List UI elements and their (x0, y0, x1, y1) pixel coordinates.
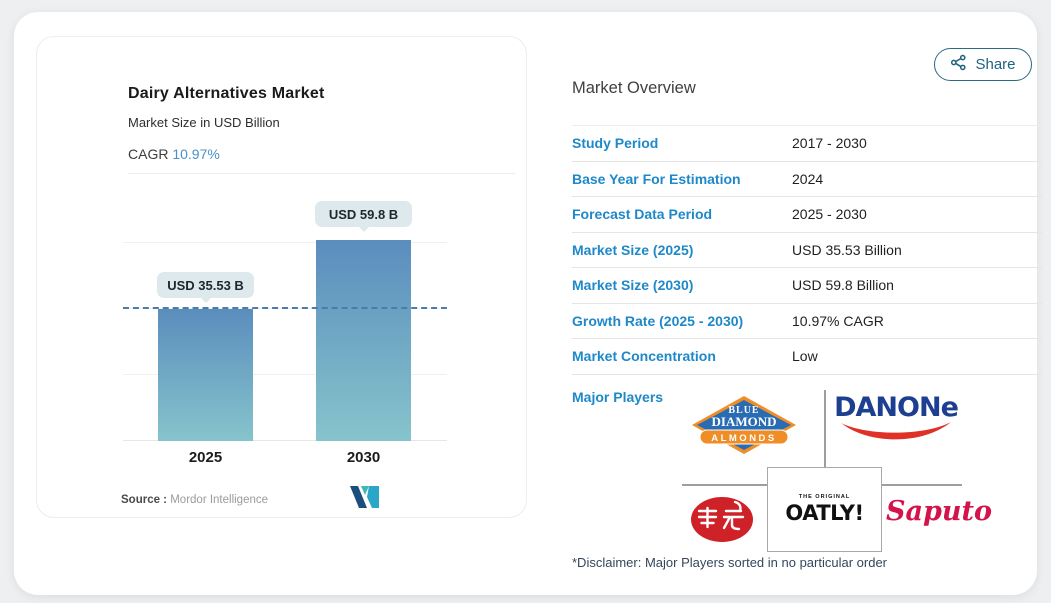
source-name: Mordor Intelligence (170, 494, 269, 506)
row-value-forecast-period: 2025 - 2030 (792, 206, 867, 223)
row-label-study-period[interactable]: Study Period (572, 135, 659, 152)
table-row: Study Period 2017 - 2030 (572, 126, 1042, 162)
row-label-market-concentration[interactable]: Market Concentration (572, 348, 716, 365)
row-label-market-size-2025[interactable]: Market Size (2025) (572, 241, 694, 258)
divider (824, 390, 826, 467)
danone-logo: DANONe (832, 394, 960, 450)
overview-table: Study Period 2017 - 2030 Base Year For E… (572, 125, 1042, 375)
blue-diamond-almonds-logo: BLUE DIAMOND ALMONDS (691, 395, 797, 460)
row-label-forecast-period[interactable]: Forecast Data Period (572, 206, 713, 223)
table-row: Base Year For Estimation 2024 (572, 162, 1042, 197)
row-label-market-size-2030[interactable]: Market Size (2030) (572, 277, 694, 294)
major-players-label: Major Players (572, 389, 664, 405)
bar-chart-plot: USD 35.53 B USD 59.8 B 2025 2030 (123, 177, 447, 466)
share-button-label: Share (975, 56, 1016, 73)
row-value-base-year: 2024 (792, 170, 824, 187)
x-axis-line (123, 440, 447, 441)
blue-diamond-word1: BLUE (728, 405, 759, 416)
share-icon (950, 54, 967, 75)
table-row: Forecast Data Period 2025 - 2030 (572, 197, 1042, 233)
share-button[interactable]: Share (934, 48, 1032, 81)
chart-card: Dairy Alternatives Market Market Size in… (36, 36, 527, 518)
chart-subtitle: Market Size in USD Billion (128, 115, 280, 130)
x-tick-2030: 2030 (346, 449, 381, 466)
blue-diamond-word2: DIAMOND (712, 414, 777, 429)
table-row: Market Concentration Low (572, 339, 1042, 375)
cagr-label: CAGR (128, 146, 173, 162)
oatly-wordmark: OATLY! (785, 501, 864, 525)
main-card: Dairy Alternatives Market Market Size in… (14, 12, 1042, 595)
row-value-growth-rate: 10.97% CAGR (792, 312, 884, 329)
table-row: Growth Rate (2025 - 2030) 10.97% CAGR (572, 304, 1042, 339)
oatly-logo: THE ORIGINAL OATLY! (767, 467, 882, 552)
divider (128, 173, 515, 174)
mordor-intelligence-logo-icon (350, 486, 380, 514)
blue-diamond-banner: ALMONDS (711, 433, 777, 444)
source-row: Source : Mordor Intelligence (121, 494, 268, 506)
table-row: Market Size (2025) USD 35.53 Billion (572, 233, 1042, 268)
danone-smile-icon (841, 422, 951, 440)
disclaimer-text: *Disclaimer: Major Players sorted in no … (572, 555, 888, 570)
row-value-market-concentration: Low (792, 348, 818, 365)
overview-heading: Market Overview (572, 79, 696, 97)
row-value-study-period: 2017 - 2030 (792, 135, 867, 152)
row-value-market-size-2025: USD 35.53 Billion (792, 241, 902, 258)
cagr-value: 10.97% (172, 146, 220, 162)
danone-wordmark: DANONe (834, 392, 959, 423)
bar-2025 (158, 309, 253, 441)
row-label-growth-rate[interactable]: Growth Rate (2025 - 2030) (572, 312, 744, 329)
chart-cagr: CAGR 10.97% (128, 146, 220, 162)
table-row: Market Size (2030) USD 59.8 Billion (572, 268, 1042, 304)
row-value-market-size-2030: USD 59.8 Billion (792, 277, 894, 294)
bar-label-2030: USD 59.8 B (315, 201, 412, 227)
major-players-grid: BLUE DIAMOND ALMONDS DANONe THE ORIGINAL… (674, 388, 992, 556)
bar-2030 (316, 240, 411, 441)
chart-title: Dairy Alternatives Market (128, 85, 325, 102)
bar-label-2025: USD 35.53 B (157, 272, 254, 298)
gridline (123, 374, 447, 375)
source-label: Source : (121, 494, 171, 506)
saputo-logo: Saputo (886, 496, 992, 527)
reference-dashed-line (123, 307, 447, 309)
yangyuan-logo (690, 496, 754, 548)
gridline (123, 242, 447, 243)
oatly-tagline: THE ORIGINAL (798, 494, 851, 500)
row-label-base-year[interactable]: Base Year For Estimation (572, 170, 741, 187)
x-tick-2025: 2025 (188, 449, 223, 466)
